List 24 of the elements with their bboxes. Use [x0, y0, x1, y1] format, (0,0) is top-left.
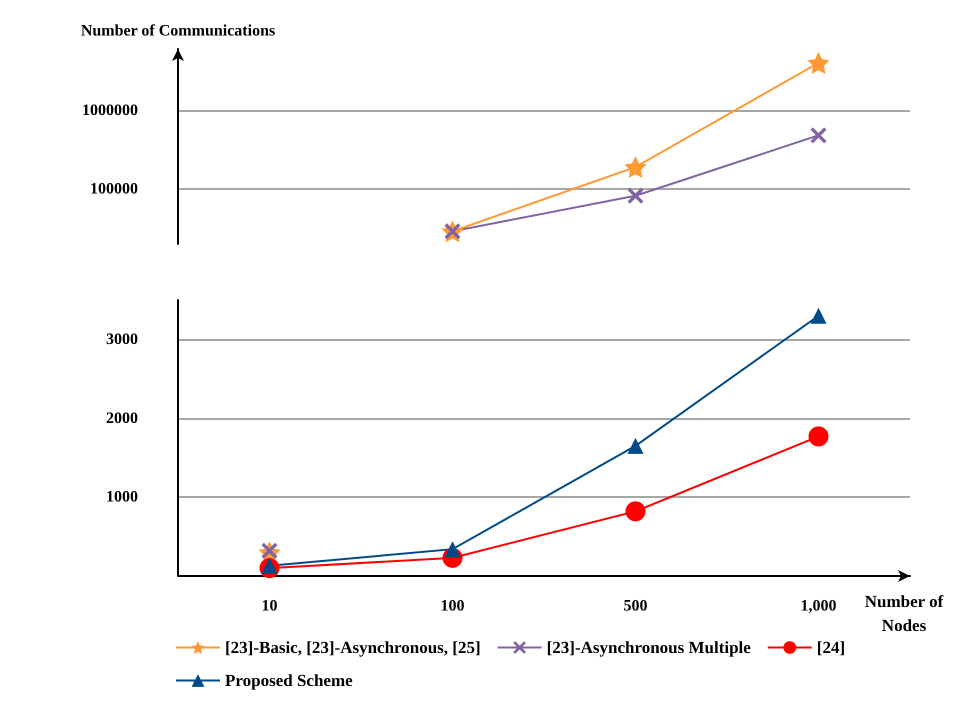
- y-tick-label: 1000000: [82, 102, 138, 119]
- y-tick-label: 1000: [106, 488, 138, 506]
- point: [628, 188, 644, 204]
- point: [444, 541, 460, 558]
- legend-label: [23]-Asynchronous Multiple: [546, 638, 752, 657]
- point: [624, 156, 646, 178]
- point: [808, 52, 830, 74]
- y-tick-label: 2000: [106, 410, 138, 427]
- point: [808, 426, 828, 446]
- x-tick-label: 1,000: [800, 598, 836, 614]
- point: [628, 438, 644, 454]
- legend-label: [23]-Basic, [23]-Asynchronous, [25]: [225, 638, 481, 657]
- y-axis-title: Number of Communications: [80, 22, 276, 40]
- point: [810, 127, 826, 144]
- x-tick-label: 100: [440, 598, 464, 614]
- y-tick-label: 3000: [106, 330, 138, 348]
- point: [626, 501, 646, 522]
- point: [810, 308, 826, 324]
- x-tick-label: 500: [624, 598, 648, 614]
- legend-label: [24]: [816, 638, 846, 657]
- x-axis-title: Number of Nodes: [864, 591, 944, 637]
- legend-label: Proposed Scheme: [225, 671, 354, 690]
- y-tick-label: 100000: [90, 180, 138, 198]
- x-tick-label: 10: [262, 598, 278, 614]
